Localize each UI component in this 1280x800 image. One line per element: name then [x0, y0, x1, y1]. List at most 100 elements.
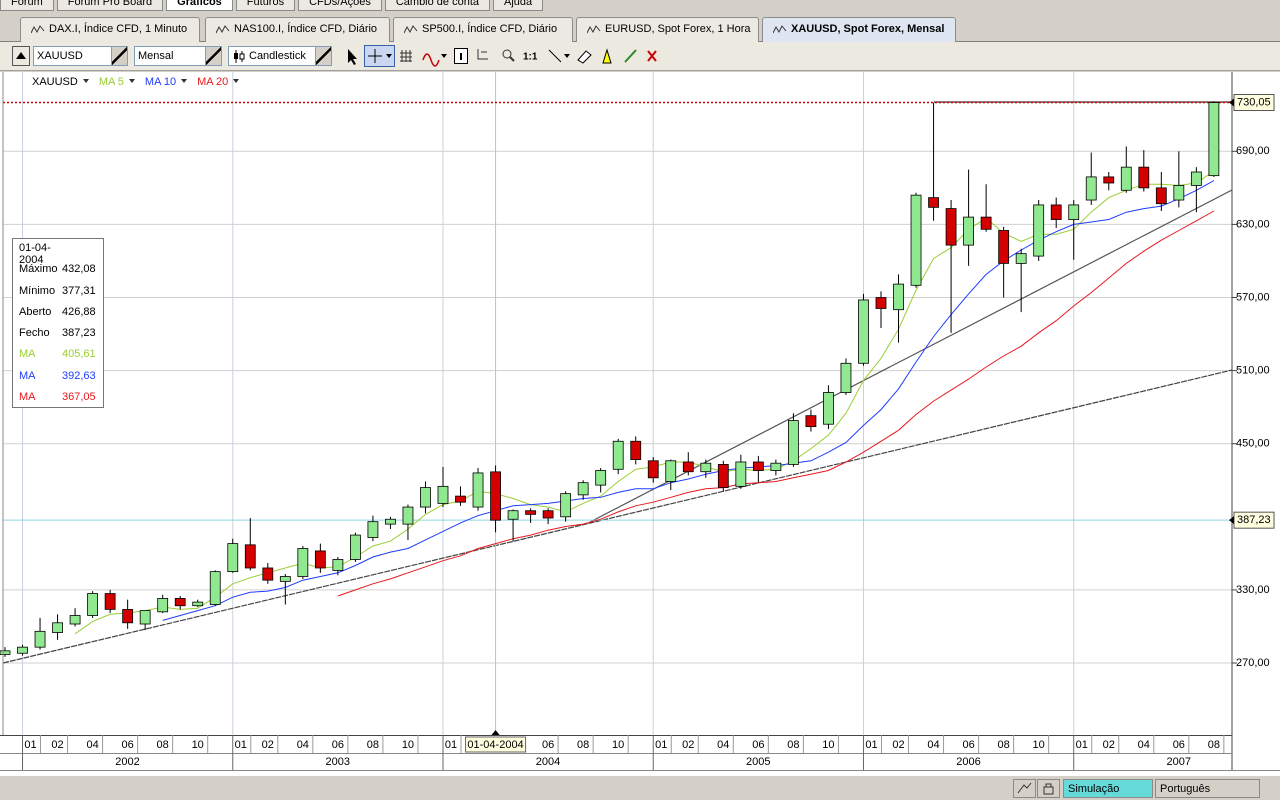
- info-value: 387,23: [62, 327, 96, 340]
- style-select[interactable]: Candlestick: [228, 46, 332, 66]
- month-label: 01: [235, 739, 247, 751]
- menu-tab[interactable]: Futuros: [235, 0, 296, 11]
- legend-entry[interactable]: MA 5: [99, 76, 135, 90]
- candle-body: [157, 598, 169, 613]
- pointer-tool[interactable]: [348, 49, 357, 65]
- month-label: 01: [24, 739, 36, 751]
- month-label: 06: [332, 739, 344, 751]
- menu-tab[interactable]: Câmbio de conta: [384, 0, 491, 11]
- chart-tab[interactable]: NAS100.I, Índice CFD, Diário: [205, 17, 390, 42]
- candle-body: [1208, 102, 1220, 177]
- trend-tool[interactable]: [624, 49, 637, 63]
- status-bar: Simulação Português: [0, 775, 1280, 800]
- candle-body: [788, 420, 799, 465]
- info-label: Mínimo: [19, 284, 56, 297]
- toolbar: XAUUSD Mensal Candlestick 1:1: [0, 42, 1280, 71]
- candle-body: [805, 415, 817, 428]
- year-label: 2004: [536, 756, 560, 768]
- candle-body: [858, 299, 869, 364]
- chart-tab[interactable]: XAUUSD, Spot Forex, Mensal: [762, 17, 956, 42]
- menu-tab[interactable]: Fórum: [0, 0, 54, 11]
- delete-tool[interactable]: [647, 50, 657, 62]
- zoom-reset-tool[interactable]: 1:1: [523, 52, 538, 63]
- candle-body: [980, 216, 992, 230]
- legend-symbol[interactable]: XAUUSD: [32, 76, 89, 90]
- candle-body: [700, 462, 712, 473]
- period-select[interactable]: Mensal: [134, 46, 222, 66]
- candle-body: [472, 472, 484, 508]
- symbol-select[interactable]: XAUUSD: [33, 46, 128, 66]
- month-label: 10: [612, 739, 624, 751]
- line-tool[interactable]: [548, 49, 562, 63]
- grid-tool[interactable]: [400, 50, 412, 62]
- y-tick-label: 330,00: [1236, 584, 1270, 596]
- chart-tab[interactable]: EURUSD, Spot Forex, 1 Hora: [576, 17, 759, 42]
- grid: [3, 72, 1232, 735]
- candle-body: [402, 506, 414, 525]
- tab-label: EURUSD, Spot Forex, 1 Hora: [605, 23, 751, 35]
- menu-tab[interactable]: Ajuda: [493, 0, 544, 11]
- chart-tab[interactable]: DAX.I, Índice CFD, 1 Minuto: [20, 17, 200, 42]
- month-label: 02: [262, 739, 274, 751]
- info-value: 426,88: [62, 305, 96, 318]
- y-tick-label: 690,00: [1236, 145, 1270, 157]
- zoom-tool[interactable]: [502, 49, 512, 59]
- candle-body: [455, 495, 466, 503]
- menu-tab[interactable]: CFDs/Ações: [298, 0, 382, 11]
- month-label: 04: [717, 739, 729, 751]
- info-value: 377,31: [62, 284, 96, 297]
- month-label: 08: [787, 739, 799, 751]
- collapse-button[interactable]: [12, 46, 30, 66]
- info-row: Mínimo 377,31: [19, 285, 103, 306]
- candle-body: [595, 470, 607, 486]
- candle-body: [928, 197, 939, 208]
- month-label: 04: [927, 739, 939, 751]
- info-label: Fecho: [19, 327, 50, 340]
- y-tick-label: 450,00: [1236, 438, 1270, 450]
- legend-entry[interactable]: MA 20: [197, 76, 239, 90]
- tab-label: NAS100.I, Índice CFD, Diário: [234, 23, 378, 35]
- info-row: Fecho 387,23: [19, 327, 103, 348]
- tab-label: SP500.I, Índice CFD, Diário: [422, 23, 558, 35]
- month-label: 08: [157, 739, 169, 751]
- mode-indicator[interactable]: Simulação: [1063, 779, 1153, 798]
- candle-body: [279, 576, 291, 582]
- eraser-tool[interactable]: [577, 50, 592, 64]
- crosshair-date-box: [465, 736, 527, 753]
- candle-body: [34, 630, 46, 648]
- candle-body: [1138, 166, 1150, 189]
- indicator-tool[interactable]: [422, 53, 440, 67]
- chart-tabs: DAX.I, Índice CFD, 1 Minuto NAS100.I, Ín…: [0, 14, 1280, 42]
- language-indicator[interactable]: Português: [1155, 779, 1260, 798]
- legend-entry[interactable]: MA 10: [145, 76, 187, 90]
- candle-body: [875, 297, 887, 309]
- month-label: 06: [962, 739, 974, 751]
- candle-body: [349, 534, 361, 560]
- candle-body: [770, 462, 782, 471]
- candle-body: [893, 283, 904, 311]
- month-label: 10: [1033, 739, 1045, 751]
- candle-body: [104, 593, 116, 610]
- menu-tab[interactable]: Gráficos: [166, 0, 233, 11]
- style-label: Candlestick: [249, 50, 306, 62]
- candle-body: [122, 608, 134, 624]
- axes: 270,00 330,00 450,00 510,00 570,00 630,00 690,…: [22, 94, 1275, 770]
- candle-body: [332, 559, 344, 571]
- candle-body: [963, 216, 974, 246]
- info-value: 432,08: [62, 263, 96, 276]
- menu-tab[interactable]: Fórum Pro Board: [56, 0, 164, 11]
- candle-body: [227, 543, 239, 573]
- info-label: MA: [19, 369, 36, 382]
- year-label: 2003: [326, 756, 350, 768]
- alert-tool[interactable]: [602, 48, 612, 64]
- candle-body: [17, 646, 28, 654]
- legend: XAUUSD MA 5 MA 10 MA 20: [32, 76, 239, 90]
- info-row: MA 367,05: [19, 391, 103, 412]
- zoom-area-tool[interactable]: [477, 49, 488, 60]
- info-value: 367,05: [62, 391, 96, 404]
- month-label: 04: [297, 739, 309, 751]
- info-value: 392,63: [62, 369, 96, 382]
- chart-tab[interactable]: SP500.I, Índice CFD, Diário: [393, 17, 573, 42]
- price-marker-arrow: [1229, 516, 1234, 525]
